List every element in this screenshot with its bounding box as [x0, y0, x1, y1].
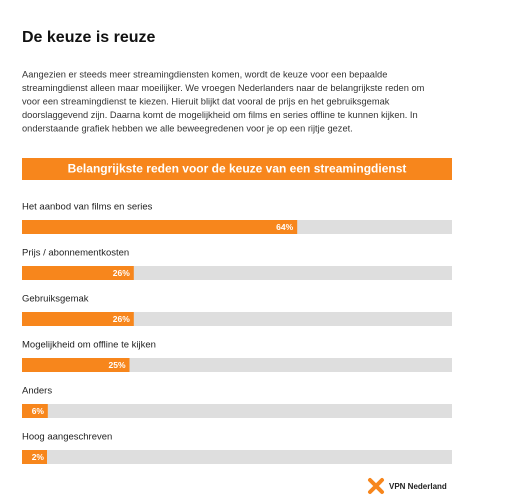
bar-track	[22, 450, 452, 464]
category-label: Prijs / abonnementkosten	[22, 248, 129, 259]
paragraph-line: onderstaande grafiek hebben we alle bewe…	[22, 123, 353, 133]
category-label: Anders	[22, 386, 52, 397]
bar	[22, 266, 134, 280]
category-label: Gebruiksgemak	[22, 294, 89, 305]
bar	[22, 312, 134, 326]
label-badge	[22, 450, 47, 464]
bar	[22, 358, 130, 372]
value-label: 25%	[108, 360, 125, 370]
bar	[22, 220, 298, 234]
chart-title-banner	[22, 158, 452, 180]
value-label: 64%	[276, 222, 293, 232]
value-label: 26%	[113, 268, 130, 278]
chart-title: Belangrijkste reden voor de keuze van ee…	[68, 162, 407, 176]
brand-name: VPN Nederland	[389, 482, 447, 491]
value-label: 2%	[32, 452, 45, 462]
paragraph-line: voor een streamingdienst te kiezen. Hier…	[22, 96, 390, 106]
paragraph-line: streamingdienst alleen maar moeilijker. …	[22, 83, 425, 93]
value-label: 6%	[32, 406, 45, 416]
category-label: Mogelijkheid om offline te kijken	[22, 340, 156, 351]
label-badge	[22, 404, 47, 418]
bar-track	[22, 404, 452, 418]
paragraph-line: Aangezien er steeds meer streamingdienst…	[22, 69, 387, 79]
paragraph-line: doorslaggevend zijn. Daarna komt de moge…	[22, 110, 418, 120]
page-title: De keuze is reuze	[22, 29, 156, 46]
paragraph: Aangezien er steeds meer streamingdienst…	[22, 69, 425, 133]
brand-logo	[368, 478, 384, 494]
category-label: Hoog aangeschreven	[22, 432, 112, 443]
value-label: 26%	[113, 314, 130, 324]
category-label: Het aanbod van films en series	[22, 202, 153, 213]
